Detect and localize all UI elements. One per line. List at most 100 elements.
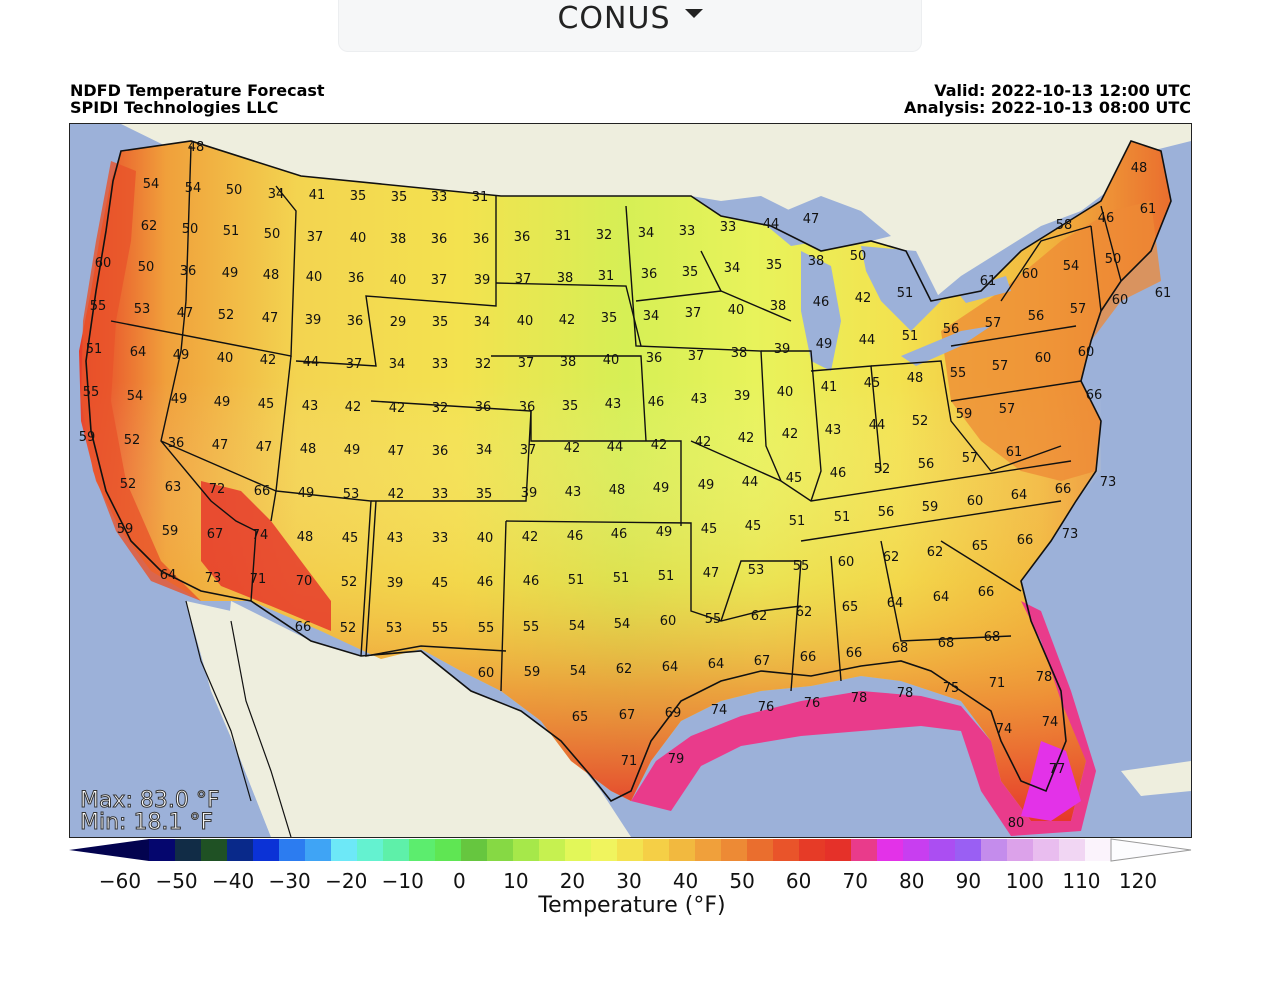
colorbar: [69, 838, 1192, 862]
temperature-label: 48: [297, 530, 314, 545]
temperature-label: 46: [611, 527, 628, 542]
temperature-label: 34: [389, 357, 406, 372]
temperature-label: 36: [473, 232, 490, 247]
temperature-label: 40: [777, 385, 794, 400]
temperature-label: 37: [431, 273, 448, 288]
temperature-label: 59: [524, 665, 541, 680]
temperature-label: 44: [859, 333, 876, 348]
temperature-label: 40: [477, 531, 494, 546]
region-dropdown[interactable]: CONUS: [338, 0, 922, 52]
temperature-label: 32: [596, 228, 613, 243]
map-canvas: 48 54 54 50 34 41 35 35 33 31 62 50 51 50 37 40 38 36 36 36…: [70, 124, 1191, 837]
temperature-label: 59: [922, 500, 939, 515]
colorbar-cell: [981, 839, 1008, 861]
temperature-label: 46: [1098, 211, 1115, 226]
colorbar-cell: [1007, 839, 1034, 861]
colorbar-tick-label: 20: [559, 869, 586, 893]
temperature-label: 60: [1112, 293, 1129, 308]
temperature-label: 66: [1086, 388, 1103, 403]
temperature-label: 74: [996, 722, 1013, 737]
map-subtitle: SPIDI Technologies LLC: [70, 98, 279, 117]
temperature-label: 66: [254, 484, 271, 499]
temperature-label: 63: [165, 480, 182, 495]
temperature-label: 46: [648, 395, 665, 410]
temperature-label: 59: [956, 407, 973, 422]
temperature-label: 36: [432, 444, 449, 459]
colorbar-cell: [1033, 839, 1060, 861]
colorbar-tick-label: −50: [155, 869, 198, 893]
temperature-labels: 48 54 54 50 34 41 35 35 33 31 62 50 51 50 37 40 38 36 36 36…: [79, 140, 1172, 831]
colorbar-tick-label: 60: [785, 869, 812, 893]
temperature-label: 48: [300, 442, 317, 457]
header-right: Valid: 2022-10-13 12:00 UTC Analysis: 20…: [904, 82, 1191, 116]
temperature-label: 49: [298, 486, 315, 501]
temperature-label: 43: [691, 392, 708, 407]
temperature-label: 66: [978, 585, 995, 600]
temperature-label: 60: [1078, 345, 1095, 360]
temperature-label: 45: [432, 576, 449, 591]
temperature-label: 56: [1028, 309, 1045, 324]
temperature-label: 71: [250, 572, 267, 587]
temperature-label: 52: [340, 621, 357, 636]
temperature-label: 60: [660, 614, 677, 629]
temperature-label: 49: [222, 266, 239, 281]
temperature-label: 60: [838, 555, 855, 570]
temperature-label: 60: [1022, 267, 1039, 282]
colorbar-tick-label: −20: [325, 869, 368, 893]
temperature-label: 74: [252, 528, 269, 543]
header-left: NDFD Temperature Forecast SPIDI Technolo…: [70, 82, 325, 116]
colorbar-cell: [825, 839, 852, 861]
temperature-label: 39: [387, 576, 404, 591]
analysis-time: Analysis: 2022-10-13 08:00 UTC: [903, 98, 1191, 117]
southern-warm-overlay: [79, 381, 1101, 821]
temperature-label: 64: [160, 568, 177, 583]
temperature-label: 74: [1042, 715, 1059, 730]
temperature-label: 49: [214, 395, 231, 410]
colorbar-cell: [279, 839, 306, 861]
temperature-label: 34: [474, 315, 491, 330]
temperature-label: 42: [389, 401, 406, 416]
temperature-label: 47: [177, 306, 194, 321]
colorbar-cell: [591, 839, 618, 861]
temperature-label: 50: [138, 260, 155, 275]
colorbar-cell: [851, 839, 878, 861]
temperature-label: 73: [1100, 475, 1117, 490]
temperature-label: 67: [619, 708, 636, 723]
temperature-label: 42: [388, 487, 405, 502]
temperature-label: 33: [679, 224, 696, 239]
temperature-label: 55: [705, 612, 722, 627]
colorbar-tick-label: 40: [672, 869, 699, 893]
colorbar-tick-label: 10: [503, 869, 529, 893]
lake-superior: [761, 196, 891, 246]
temperature-label: 36: [641, 267, 658, 282]
temperature-label: 57: [992, 359, 1009, 374]
temperature-label: 73: [1062, 527, 1079, 542]
temperature-label: 42: [522, 530, 539, 545]
temperature-label: 40: [517, 314, 534, 329]
temperature-label: 51: [897, 286, 914, 301]
temperature-label: 36: [347, 314, 364, 329]
state-borders: [110, 145, 1122, 692]
temperature-label: 31: [472, 190, 489, 205]
temperature-label: 39: [774, 342, 791, 357]
caret-down-icon: [684, 9, 703, 18]
temperature-label: 34: [476, 443, 493, 458]
temperature-label: 58: [1056, 218, 1073, 233]
temperature-label: 56: [918, 457, 935, 472]
temperature-label: 35: [766, 258, 783, 273]
colorbar-cell: [409, 839, 436, 861]
colorbar-right-arrow: [1110, 838, 1192, 862]
colorbar-cell: [149, 839, 176, 861]
colorbar-tick-label: 100: [1005, 869, 1044, 893]
temperature-label: 68: [984, 630, 1001, 645]
colorbar-cell: [513, 839, 540, 861]
temperature-label: 34: [724, 261, 741, 276]
temperature-label: 49: [653, 481, 670, 496]
temperature-label: 55: [950, 366, 967, 381]
temperature-label: 37: [346, 357, 363, 372]
temperature-label: 61: [1155, 286, 1172, 301]
temperature-label: 50: [850, 249, 867, 264]
temperature-label: 42: [695, 435, 712, 450]
temperature-label: 49: [171, 392, 188, 407]
temperature-label: 38: [770, 299, 787, 314]
